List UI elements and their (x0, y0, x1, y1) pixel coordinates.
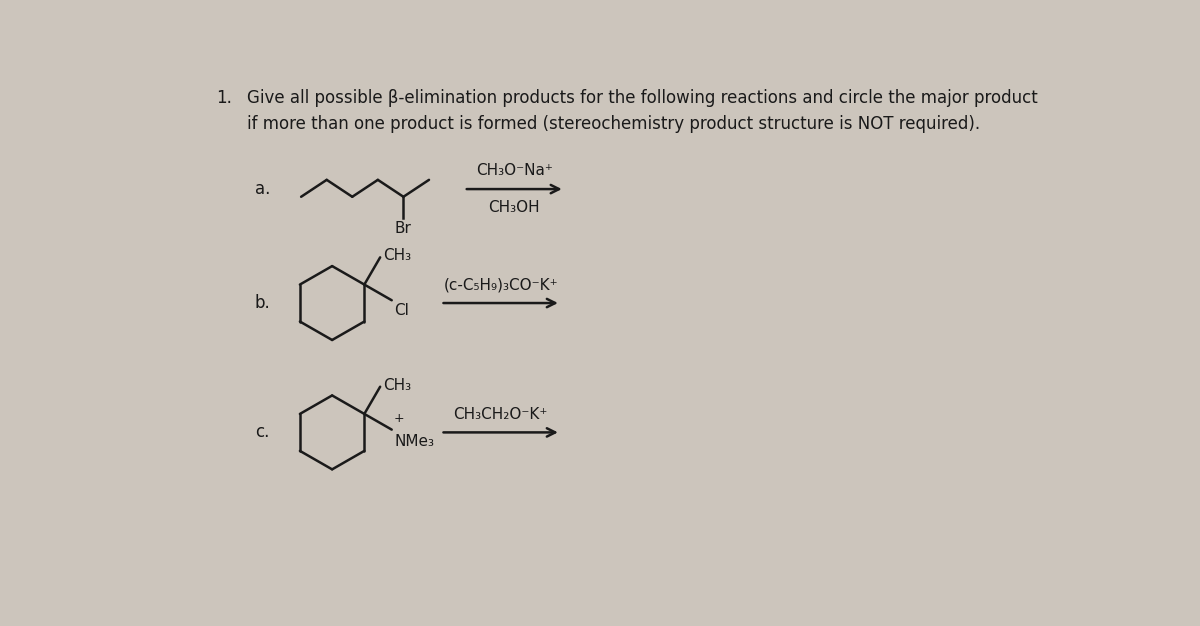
Text: a.: a. (254, 180, 270, 198)
Text: NMe₃: NMe₃ (394, 434, 434, 449)
Text: Br: Br (395, 222, 412, 237)
Text: CH₃: CH₃ (383, 249, 412, 264)
Text: CH₃: CH₃ (383, 377, 412, 393)
Text: CH₃CH₂O⁻K⁺: CH₃CH₂O⁻K⁺ (454, 407, 548, 422)
Text: (c-C₅H₉)₃CO⁻K⁺: (c-C₅H₉)₃CO⁻K⁺ (443, 277, 558, 292)
Text: b.: b. (254, 294, 270, 312)
Text: CH₃OH: CH₃OH (488, 200, 540, 215)
Text: +: + (394, 412, 404, 425)
Text: Give all possible β-elimination products for the following reactions and circle : Give all possible β-elimination products… (247, 89, 1038, 107)
Text: 1.: 1. (216, 89, 232, 107)
Text: c.: c. (254, 423, 269, 441)
Text: CH₃O⁻Na⁺: CH₃O⁻Na⁺ (476, 163, 553, 178)
Text: Cl: Cl (394, 304, 409, 319)
Text: if more than one product is formed (stereochemistry product structure is NOT req: if more than one product is formed (ster… (247, 115, 980, 133)
